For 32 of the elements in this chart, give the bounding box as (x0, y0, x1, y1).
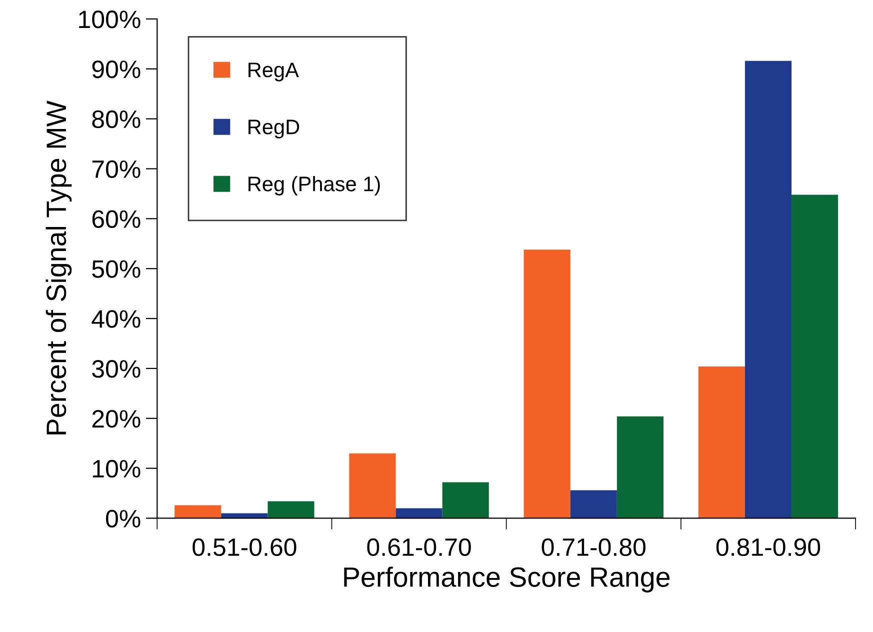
y-tick-label: 60% (92, 210, 140, 228)
bar (792, 194, 838, 518)
bar (744, 60, 792, 518)
x-tick-label: 0.61-0.70 (367, 538, 471, 556)
y-tick-label: 10% (93, 460, 140, 478)
x-tick-label: 0.71-0.80 (542, 538, 646, 556)
bar (396, 508, 442, 518)
bar (442, 482, 489, 518)
y-tick-label: 20% (92, 410, 140, 428)
legend-label: RegA (248, 62, 299, 82)
bar (349, 453, 396, 518)
legend-label: Reg (Phase 1) (248, 176, 380, 196)
x-tick-label: 0.51-0.60 (192, 538, 296, 556)
bar (616, 416, 664, 518)
y-tick-label: 30% (92, 360, 140, 378)
legend-label: RegD (248, 120, 300, 138)
y-tick-label: 40% (92, 310, 140, 328)
bar (221, 513, 268, 518)
x-axis-title: Performance Score Range (344, 566, 670, 592)
bar (174, 505, 222, 518)
bar (268, 501, 314, 518)
bar (570, 490, 617, 518)
y-tick-label: 0% (106, 510, 140, 528)
y-axis-title: Percent of Signal Type MW (46, 100, 72, 434)
x-tick-label: 0.81-0.90 (716, 538, 820, 556)
bar (698, 366, 745, 518)
y-tick-label: 90% (92, 60, 140, 78)
y-tick-label: 80% (92, 110, 140, 128)
y-tick-label: 50% (92, 260, 140, 278)
y-tick-label: 100% (79, 10, 140, 28)
bar (524, 250, 570, 518)
y-tick-label: 70% (92, 160, 140, 178)
